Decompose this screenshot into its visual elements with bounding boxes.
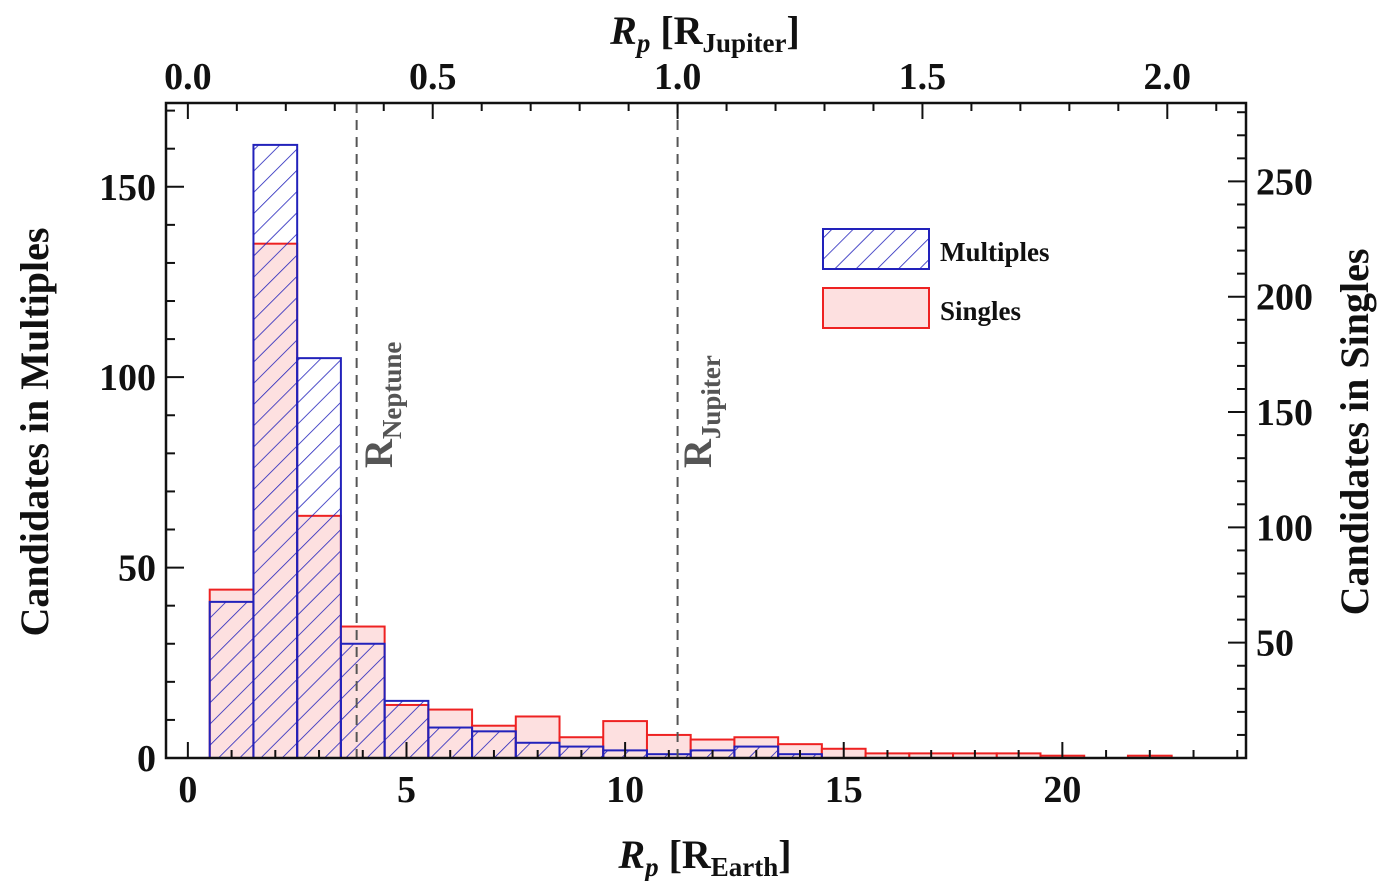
top-axis-title: Rp [RJupiter] (609, 8, 800, 58)
left-axis-title: Candidates in Multiples (12, 228, 57, 637)
right-axis-title: Candidates in Singles (1332, 249, 1377, 616)
tick-label: 100 (1256, 507, 1313, 549)
multiples-bars (208, 143, 823, 760)
tick-label: 20 (1043, 769, 1081, 811)
legend-singles-swatch (822, 287, 930, 329)
legend-singles-label: Singles (940, 296, 1021, 326)
legend-multiples-label: Multiples (940, 237, 1050, 267)
multiples-bar (296, 357, 342, 759)
tick-label: 5 (397, 769, 416, 811)
tick-label: 100 (99, 357, 156, 399)
x-axis-title: Rp [REarth] (617, 832, 791, 881)
tick-label: 1.0 (654, 56, 702, 98)
tick-label: 150 (99, 167, 156, 209)
tick-label: 10 (606, 769, 644, 811)
plot-frame (164, 101, 1248, 760)
tick-label: 0.0 (164, 56, 212, 98)
multiples-bar (208, 600, 255, 759)
tick-label: 0.5 (409, 56, 457, 98)
multiples-bar (339, 642, 386, 759)
tick-label: 2.0 (1144, 56, 1192, 98)
tick-label: 50 (1256, 623, 1294, 665)
tick-label: 200 (1256, 277, 1313, 319)
jupiter-line-label: RJupiter (675, 355, 726, 468)
axis-tick-labels: 0 5 10 15 20 0.0 0.5 1.0 1.5 2.0 0 50 100 150 50 100 150… (99, 56, 1313, 811)
tick-label: 150 (1256, 392, 1313, 434)
axis-ticks (166, 103, 1246, 759)
multiples-bar (252, 143, 299, 760)
multiples-bar (383, 699, 430, 760)
tick-label: 250 (1256, 161, 1313, 203)
legend: Multiples Singles (822, 228, 1050, 329)
tick-label: 1.5 (899, 56, 947, 98)
tick-label: 15 (825, 769, 863, 811)
neptune-line-label: RNeptune (356, 342, 407, 468)
tick-label: 0 (178, 769, 197, 811)
reference-lines (355, 103, 679, 758)
tick-label: 0 (137, 738, 156, 780)
legend-multiples-swatch (822, 228, 930, 270)
tick-label: 50 (118, 548, 156, 590)
